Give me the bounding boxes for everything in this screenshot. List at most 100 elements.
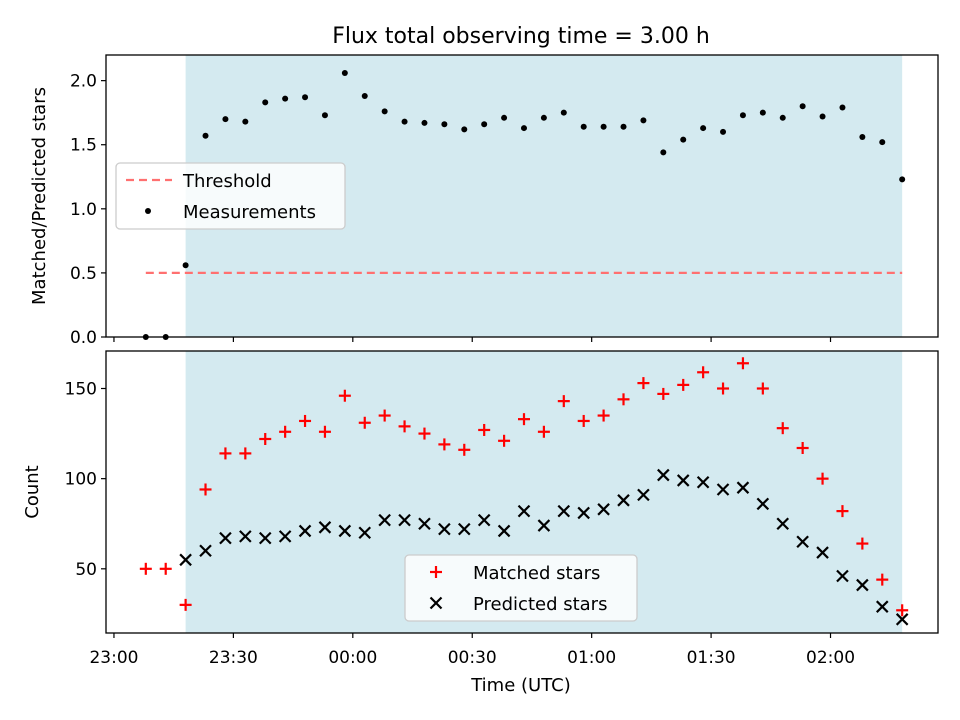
measurement-point [739, 112, 746, 119]
matched-star-point [776, 422, 789, 435]
predicted-star-point [637, 488, 650, 502]
measurement-point [620, 123, 627, 130]
top-ytick-label: 1.5 [70, 136, 97, 156]
xtick-label: 00:00 [328, 648, 377, 668]
measurement-point [779, 114, 786, 121]
measurement-point [640, 117, 647, 124]
measurement-point [700, 125, 707, 132]
matched-star-point [876, 573, 889, 586]
measurement-point [202, 132, 209, 139]
measurement-point [520, 125, 527, 132]
predicted-star-point [657, 468, 670, 482]
matched-star-point [179, 598, 192, 611]
predicted-star-point [418, 517, 431, 531]
bottom-panel: 50 100 150 23:00 23:30 00:00 00:30 01:00 01:30 0… [22, 350, 939, 696]
matched-star-point [498, 434, 511, 447]
matched-star-point [239, 447, 252, 460]
matched-star-point [637, 377, 650, 390]
matched-star-point [697, 366, 710, 379]
matched-star-point [756, 382, 769, 395]
predicted-star-point [398, 513, 411, 527]
predicted-star-point [617, 494, 630, 507]
predicted-star-point [557, 504, 571, 518]
measurement-point [401, 118, 408, 125]
measurement-point [262, 99, 269, 106]
predicted-star-point [816, 546, 829, 559]
predicted-star-point [577, 506, 590, 520]
measurement-point [321, 112, 328, 119]
predicted-star-point [239, 530, 252, 543]
predicted-star-point [756, 497, 770, 511]
predicted-star-point [597, 503, 610, 516]
bottom-legend-box [404, 554, 638, 622]
matched-star-point [299, 414, 312, 427]
top-legend: Threshold Measurements [115, 162, 346, 230]
matched-star-point [896, 604, 909, 617]
top-legend-box [115, 162, 346, 230]
measurement-point [600, 123, 607, 130]
matched-star-point [378, 409, 391, 422]
predicted-star-point [776, 517, 790, 531]
xtick-label: 01:30 [687, 648, 736, 668]
matched-star-point [816, 472, 829, 485]
matched-star-point [139, 562, 152, 575]
bottom-ytick-label: 150 [65, 380, 97, 400]
predicted-star-point [438, 522, 451, 536]
predicted-star-point [338, 524, 352, 538]
xtick-label: 23:00 [89, 648, 138, 668]
bottom-y-axis-label: Count [22, 465, 43, 518]
xtick-label: 00:30 [448, 648, 497, 668]
matched-star-point [338, 389, 351, 402]
measurement-point [361, 93, 368, 100]
legend-matched-marker [430, 566, 442, 578]
top-ytick-label: 0.5 [70, 264, 97, 284]
matched-star-point [537, 425, 550, 438]
chart-title: Flux total observing time = 3.00 h [332, 24, 710, 49]
bottom-legend: Matched stars Predicted stars [404, 554, 638, 622]
matched-star-point [836, 505, 849, 518]
top-axes-frame [105, 54, 939, 338]
measurement-point [680, 136, 687, 143]
top-panel: 0.00.51.01.52.0 Matched/Predicted stars … [29, 54, 939, 348]
legend-predicted-marker [429, 596, 443, 610]
matched-star-point [279, 425, 292, 438]
measurement-point [839, 104, 846, 111]
xtick-label: 23:30 [209, 648, 258, 668]
measurement-point [222, 116, 229, 123]
measurement-point [381, 108, 388, 115]
matched-star-point [856, 537, 869, 550]
predicted-star-point [836, 569, 849, 583]
matched-star-point [219, 447, 232, 460]
predicted-star-point [378, 513, 391, 527]
matched-star-point [577, 414, 590, 427]
matched-star-point [557, 395, 570, 408]
top-ytick-label: 2.0 [70, 72, 97, 92]
predicted-star-point [298, 524, 312, 538]
top-ytick-label: 0.0 [70, 328, 97, 348]
top-y-axis-label: Matched/Predicted stars [29, 87, 50, 305]
legend-measurements-label: Measurements [183, 202, 316, 223]
top-ytick-label: 1.0 [70, 200, 97, 220]
legend-threshold-label: Threshold [182, 171, 272, 192]
predicted-star-point [856, 578, 869, 592]
matched-star-point [458, 443, 471, 456]
legend-measurements-marker [145, 208, 151, 214]
matched-star-point [318, 425, 331, 438]
measurement-point [759, 109, 766, 116]
predicted-star-point [537, 519, 551, 532]
x-axis-label: Time (UTC) [470, 675, 571, 696]
measurement-point [540, 114, 547, 121]
predicted-star-point [278, 530, 292, 543]
matched-star-point [358, 416, 371, 429]
matched-star-point [796, 442, 809, 455]
predicted-star-point [696, 475, 710, 489]
measurement-point [560, 109, 567, 116]
bottom-ytick-label: 50 [75, 560, 97, 580]
matched-star-point [418, 427, 431, 440]
measurement-point [441, 121, 448, 128]
measurement-point [282, 95, 289, 102]
legend-matched-label: Matched stars [473, 563, 600, 584]
predicted-star-point [875, 600, 889, 613]
matched-star-point [478, 423, 491, 436]
